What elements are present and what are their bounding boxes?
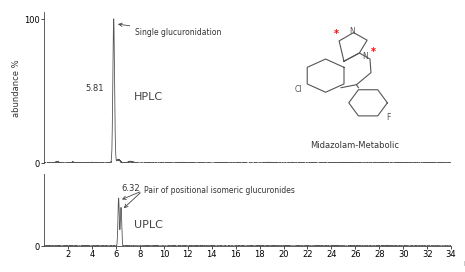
Text: 6.32: 6.32 [122,184,140,193]
Text: Single glucuronidation: Single glucuronidation [119,23,222,37]
Text: UPLC: UPLC [134,220,163,230]
Text: Pair of positional isomeric glucuronides: Pair of positional isomeric glucuronides [144,186,294,195]
Text: *: * [371,47,375,57]
Text: min: min [463,259,465,268]
Text: *: * [334,29,339,39]
Text: Midazolam-Metabolic: Midazolam-Metabolic [310,141,399,150]
Text: F: F [387,113,391,122]
Text: Cl: Cl [295,85,302,94]
Text: N: N [349,27,354,36]
Text: HPLC: HPLC [134,92,163,102]
Text: N: N [362,52,368,61]
Y-axis label: abundance %: abundance % [13,59,21,116]
Text: 5.81: 5.81 [86,84,104,93]
